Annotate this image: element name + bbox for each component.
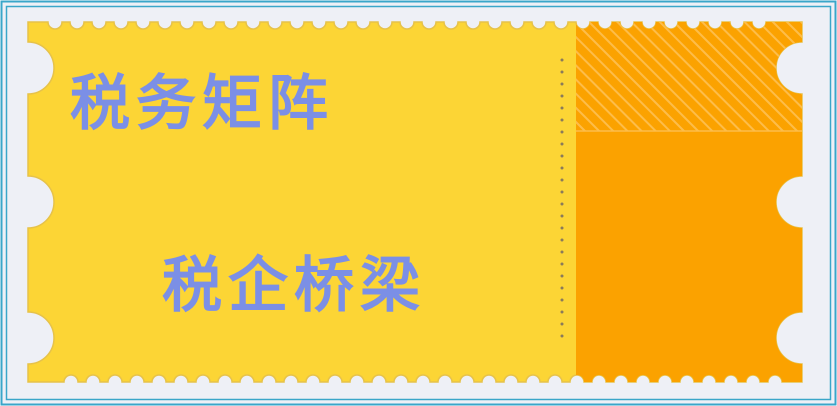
perforation-dot [560, 214, 564, 218]
perforation-dot [560, 310, 564, 314]
perforation-dot [560, 70, 564, 74]
perforation-dot [560, 238, 564, 242]
perforation-dot [560, 118, 564, 122]
perforation-dot [560, 250, 564, 254]
inner-border [5, 5, 832, 401]
perforation-dot [560, 178, 564, 182]
perforation-dot [560, 322, 564, 326]
perforation-dot [560, 106, 564, 110]
ticket-stub-hatch [576, 22, 802, 131]
perforation-dot [560, 58, 564, 62]
perforation-dot [560, 82, 564, 86]
perforation-dot [560, 166, 564, 170]
perforation-dot [560, 274, 564, 278]
perforation-dot [560, 190, 564, 194]
perforation-dot [560, 298, 564, 302]
perforation-dot [560, 286, 564, 290]
ticket [27, 21, 803, 383]
perforation-dot [560, 142, 564, 146]
perforation-dot [560, 334, 564, 338]
perforation-dot [560, 154, 564, 158]
ticket-title-line-2: 税企桥梁 [162, 251, 426, 321]
perforation-dot [560, 202, 564, 206]
perforation-dot [560, 262, 564, 266]
ticket-title-line-1: 税务矩阵 [70, 69, 334, 139]
perforation-dot [560, 130, 564, 134]
perforation-dots [560, 58, 564, 338]
perforation-dot [560, 94, 564, 98]
perforation-dot [560, 226, 564, 230]
